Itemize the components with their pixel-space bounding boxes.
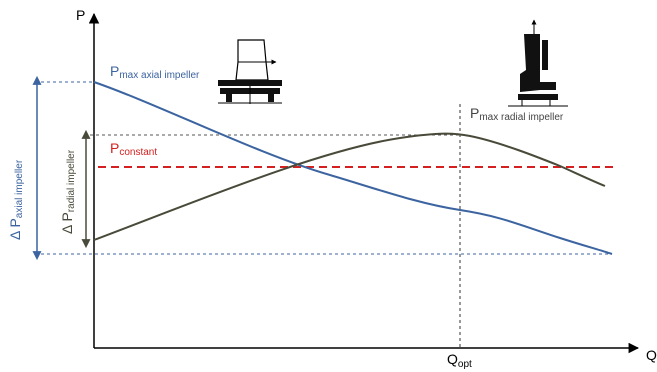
delta-axial-label: Δ Paxial impeller [7,159,25,240]
axial-impeller-icon [218,39,282,104]
q-opt-label: Qopt [447,351,472,370]
y-axis-label: P [76,7,85,23]
x-axis-label: Q [646,347,657,363]
radial-impeller-curve [93,132,606,241]
p-max-radial-label: Pmax radial impeller [470,105,564,123]
delta-radial-label: Δ Pradial impeller [59,149,77,234]
axial-impeller-curve [93,81,613,255]
p-constant-label: Pconstant [110,140,157,158]
p-max-axial-label: Pmax axial impeller [110,63,200,81]
radial-impeller-icon [508,19,568,107]
